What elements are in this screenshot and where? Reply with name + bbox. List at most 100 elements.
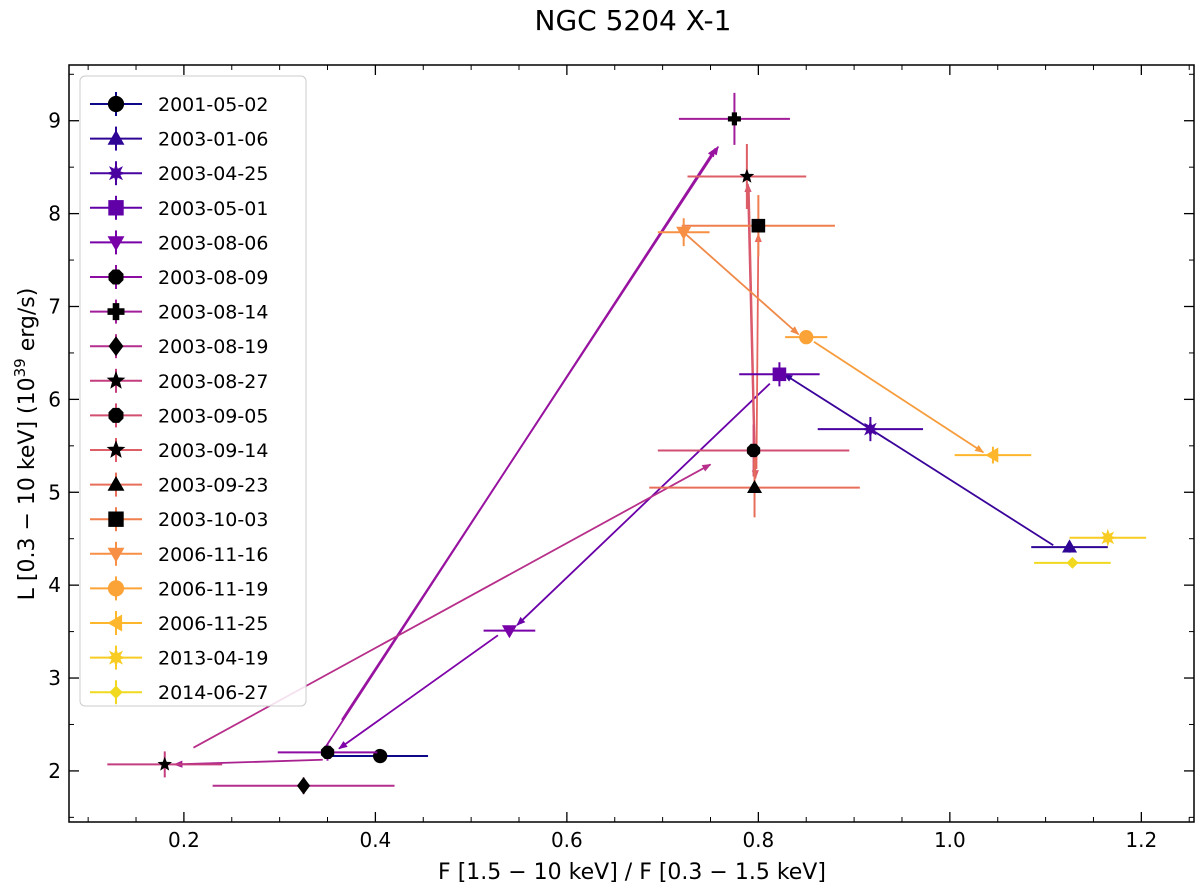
- legend-marker-diamond: [108, 336, 124, 357]
- marker-triangle-up: [1062, 539, 1078, 553]
- legend-marker-triangle-down: [107, 236, 125, 252]
- y-tick-label: 4: [48, 573, 61, 597]
- y-axis-label-exponent: 39: [11, 358, 29, 377]
- legend-label: 2003-08-19: [158, 336, 268, 358]
- trajectory-arrow: [341, 145, 719, 721]
- legend-entry-2003-01-06: 2003-01-06: [90, 126, 268, 151]
- legend-marker-circle: [107, 95, 125, 113]
- y-tick-label: 8: [48, 202, 61, 226]
- legend-box: [79, 75, 307, 707]
- legend-marker-triangle-down: [107, 547, 125, 563]
- legend-entry-2006-11-25: 2006-11-25: [90, 611, 268, 635]
- legend-entry-2003-09-23: 2003-09-23: [90, 472, 268, 497]
- legend-marker-octagon: [108, 269, 124, 285]
- legend-entry-2006-11-19: 2006-11-19: [90, 576, 268, 601]
- legend-label: 2006-11-19: [158, 578, 268, 600]
- legend-entry-2003-04-25: 2003-04-25: [90, 161, 268, 186]
- legend-entry-2006-11-16: 2006-11-16: [90, 541, 268, 566]
- trajectory-arrow: [516, 382, 771, 626]
- legend-marker-star5: [106, 440, 126, 458]
- x-tick-label: 0.2: [168, 828, 200, 852]
- legend-entry-2014-06-27: 2014-06-27: [90, 680, 268, 705]
- legend-marker-star5: [106, 370, 126, 389]
- legend-marker-square: [108, 200, 124, 216]
- x-tick-label: 1.0: [934, 828, 966, 852]
- marker-square: [751, 218, 766, 233]
- legend-entry-2003-09-05: 2003-09-05: [90, 403, 268, 428]
- legend-label: 2014-06-27: [158, 682, 268, 704]
- legend-label: 2003-04-25: [158, 163, 268, 185]
- y-tick-label: 3: [48, 666, 61, 690]
- trajectory-arrow: [338, 634, 499, 750]
- legend-marker-circle: [107, 580, 125, 597]
- legend-label: 2006-11-16: [158, 544, 268, 566]
- y-axis-label-tail: erg/s): [15, 288, 40, 359]
- x-tick-label: 0.4: [359, 828, 391, 852]
- legend-marker-small-diamond: [109, 685, 123, 699]
- legend-marker-star8: [105, 163, 127, 184]
- legend-entry-2001-05-02: 2001-05-02: [90, 92, 268, 116]
- marker-circle: [799, 329, 814, 345]
- trajectory-arrow: [813, 341, 985, 454]
- legend-label: 2003-09-05: [158, 405, 268, 427]
- marker-triangle-up: [747, 480, 763, 493]
- legend-label: 2003-01-06: [158, 129, 268, 151]
- data-point-2003-08-06: [483, 625, 536, 639]
- data-point-2003-08-19: [212, 776, 395, 795]
- marker-star8: [861, 420, 880, 439]
- marker-triangle-left: [985, 447, 999, 463]
- data-point-2006-11-25: [954, 446, 1032, 464]
- legend-label: 2003-08-06: [158, 232, 268, 254]
- x-tick-label: 0.8: [742, 828, 774, 852]
- legend-label: 2003-08-09: [158, 267, 268, 289]
- legend-label: 2003-09-14: [158, 440, 268, 462]
- legend: 2001-05-02 2003-01-06 2003-04-25 2003-05-01…: [79, 75, 307, 707]
- y-tick-label: 6: [48, 387, 61, 411]
- legend-label: 2001-05-02: [158, 94, 268, 116]
- legend-entry-2003-09-14: 2003-09-14: [90, 438, 268, 462]
- legend-label: 2003-10-03: [158, 509, 268, 531]
- data-point-2003-08-27: [107, 751, 223, 778]
- data-point-2003-10-03: [681, 195, 835, 257]
- data-point-2003-09-14: [687, 143, 807, 209]
- marker-triangle-down: [501, 625, 517, 639]
- data-point-2006-11-16: [657, 218, 710, 247]
- legend-marker-star8: [105, 647, 127, 668]
- trajectory-arrow: [754, 233, 762, 470]
- y-axis-label-main: L [0.3 − 10 keV] (10: [15, 377, 40, 600]
- data-point-2003-01-06: [1031, 539, 1108, 553]
- y-tick-label: 7: [48, 294, 61, 318]
- marker-square: [772, 367, 787, 382]
- legend-marker-plus: [107, 303, 125, 321]
- data-point-2013-04-19: [1069, 528, 1147, 547]
- plot-frame: [68, 64, 1195, 823]
- data-point-2003-08-09: [277, 743, 378, 761]
- legend-label: 2006-11-25: [158, 613, 268, 635]
- legend-marker-octagon: [108, 407, 124, 423]
- legend-entry-2003-08-06: 2003-08-06: [90, 230, 268, 255]
- marker-star8: [1098, 528, 1117, 547]
- x-axis-label: F [1.5 − 10 keV] / F [0.3 − 1.5 keV]: [438, 860, 826, 885]
- marker-triangle-down: [676, 226, 692, 240]
- y-tick-label: 2: [48, 759, 61, 783]
- legend-entry-2003-08-09: 2003-08-09: [90, 265, 268, 289]
- data-point-2003-05-01: [739, 362, 820, 387]
- marker-octagon: [746, 443, 761, 458]
- y-tick-label: 9: [48, 109, 61, 133]
- legend-marker-triangle-up: [107, 129, 125, 145]
- data-point-2003-09-23: [649, 457, 860, 518]
- legend-entry-2003-08-19: 2003-08-19: [90, 334, 268, 359]
- trajectory-arrow: [783, 373, 1054, 546]
- x-tick-label: 1.2: [1125, 828, 1157, 852]
- marker-star5: [739, 168, 755, 183]
- marker-diamond: [296, 776, 311, 795]
- marker-small-diamond: [1066, 556, 1079, 569]
- legend-label: 2003-08-14: [158, 302, 268, 324]
- legend-marker-triangle-left: [107, 614, 123, 632]
- marker-octagon: [320, 745, 335, 759]
- x-tick-label: 0.6: [551, 828, 583, 852]
- legend-label: 2003-09-23: [158, 475, 268, 497]
- legend-entry-2003-08-14: 2003-08-14: [90, 299, 268, 324]
- point-layer: [107, 92, 1147, 795]
